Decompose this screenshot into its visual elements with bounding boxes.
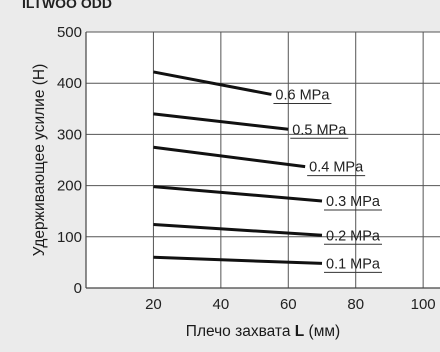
series-labels: 0.6 MPa 0.5 MPa 0.4 MPa 0.3 MPa 0.2 MPa 0.1 M…: [273, 87, 382, 273]
x-tick-label: 60: [280, 296, 297, 313]
cropped-header-text: ILTWOO ODD: [22, 0, 112, 11]
x-axis-title-prefix: Плечо захвата: [186, 323, 295, 340]
series-label: 0.5 MPa: [292, 122, 347, 138]
series-label: 0.1 MPa: [326, 256, 381, 272]
series-lines: [153, 70, 323, 265]
series-line: [153, 70, 272, 96]
x-tick-label: 80: [347, 296, 364, 313]
y-tick-label: 200: [57, 178, 82, 195]
series-line: [153, 185, 323, 203]
x-tick-label: 20: [145, 296, 162, 313]
y-tick-label: 0: [74, 280, 82, 297]
series-line: [153, 145, 306, 169]
y-axis-title: Удерживающее усилие (Н): [31, 64, 48, 257]
series-label: 0.6 MPa: [275, 87, 330, 103]
y-tick-label: 400: [57, 75, 82, 92]
y-tick-label: 300: [57, 126, 82, 143]
tick-labels: 20 40 60 80 100 0 100 200 300 400 500: [57, 24, 436, 313]
x-tick-label: 100: [411, 296, 436, 313]
series-label: 0.3 MPa: [326, 194, 381, 210]
y-tick-label: 500: [57, 24, 82, 41]
x-tick-label: 40: [213, 296, 230, 313]
y-tick-label: 100: [57, 229, 82, 246]
x-axis-title: Плечо захвата L (мм): [186, 323, 340, 340]
x-axis-title-symbol: L: [295, 323, 304, 340]
series-label: 0.4 MPa: [309, 160, 364, 176]
series-label: 0.2 MPa: [326, 228, 381, 244]
series-line: [153, 112, 289, 131]
series-line: [153, 223, 323, 237]
grid: [86, 31, 440, 288]
series-line: [153, 255, 323, 265]
x-axis-title-suffix: (мм): [304, 323, 340, 340]
